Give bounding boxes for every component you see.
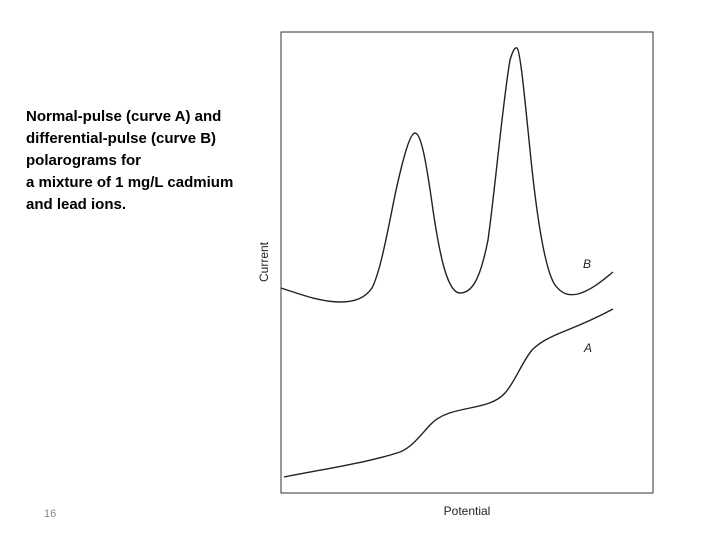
curve-label: A <box>583 341 592 355</box>
curve-a <box>283 308 614 478</box>
plot-frame <box>280 31 654 494</box>
x-axis-label: Potential <box>444 504 491 518</box>
caption-line: Normal-pulse (curve A) and <box>26 108 222 125</box>
page-number: 16 <box>44 508 57 520</box>
caption: Normal-pulse (curve A) and differential-… <box>26 106 233 216</box>
caption-line: differential-pulse (curve B) <box>26 130 217 147</box>
caption-line: and lead ions. <box>26 196 127 213</box>
curve-label: B <box>583 257 591 271</box>
curve-b <box>280 47 614 303</box>
caption-line: a mixture of 1 mg/L cadmium <box>26 174 234 191</box>
caption-line: polarograms for <box>26 152 142 169</box>
y-axis-label: Current <box>257 241 271 282</box>
